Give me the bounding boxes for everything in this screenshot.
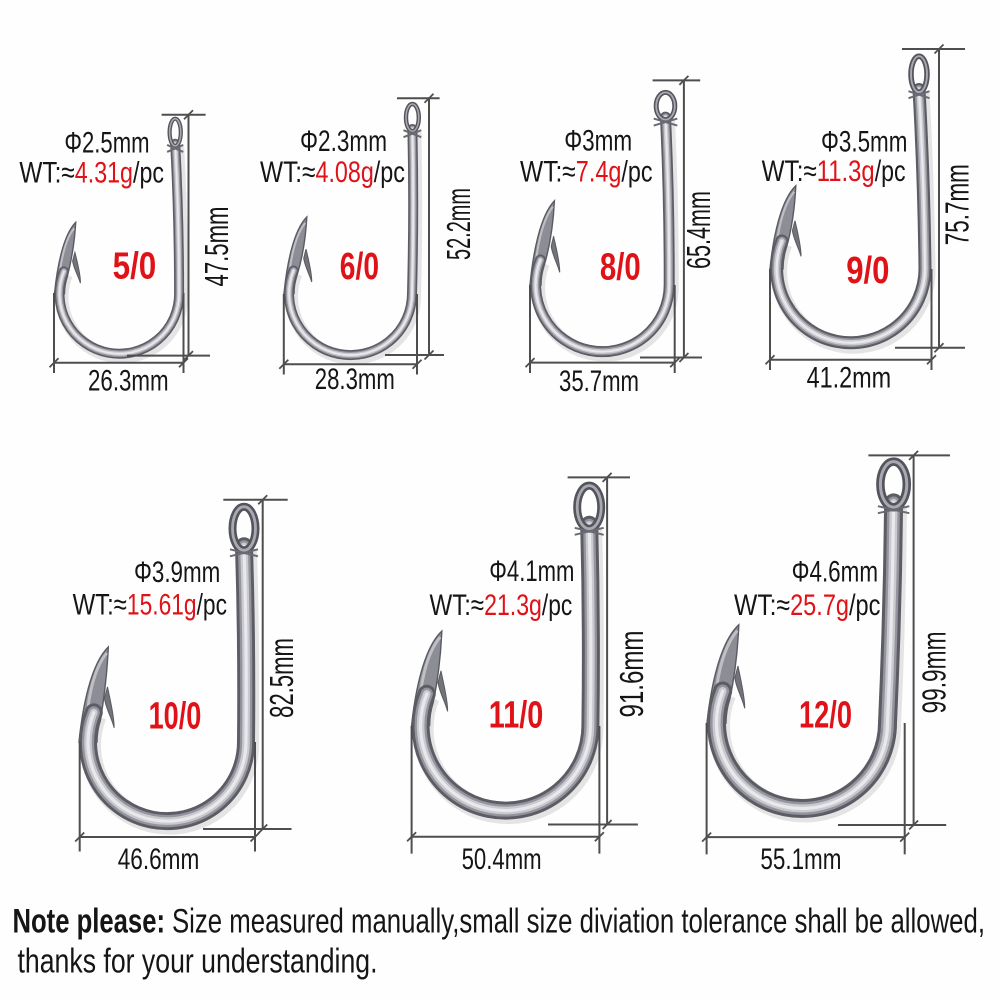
svg-text:4.08g: 4.08g [316,156,374,189]
svg-text:41.2mm: 41.2mm [807,362,892,395]
svg-text:12/0: 12/0 [799,695,852,737]
svg-text:99.9mm: 99.9mm [916,632,953,714]
svg-text:WT:≈: WT:≈ [762,155,817,188]
svg-text:WT:≈: WT:≈ [520,156,576,189]
svg-text:82.5mm: 82.5mm [263,638,300,718]
svg-text:/pc: /pc [542,589,572,622]
svg-text:Φ4.1mm: Φ4.1mm [489,555,574,588]
svg-text:25.7g: 25.7g [790,589,849,622]
svg-text:35.7mm: 35.7mm [559,365,639,398]
svg-text:11/0: 11/0 [489,694,544,736]
svg-text:WT:≈: WT:≈ [19,157,74,190]
svg-text:75.7mm: 75.7mm [939,164,976,245]
svg-text:8/0: 8/0 [600,246,641,288]
svg-text:/pc: /pc [374,156,405,189]
svg-text:WT:≈: WT:≈ [260,156,316,189]
svg-text:Φ3.5mm: Φ3.5mm [821,126,907,159]
svg-text:WT:≈: WT:≈ [430,589,485,622]
svg-text:WT:≈: WT:≈ [734,589,790,622]
svg-text:91.6mm: 91.6mm [613,631,650,718]
svg-text:15.61g: 15.61g [127,589,197,622]
svg-text:11.3g: 11.3g [817,155,875,188]
svg-text:/pc: /pc [133,157,164,190]
svg-text:/pc: /pc [197,589,227,622]
svg-text:Size measured manually,small s: Size measured manually,small size diviat… [172,903,985,941]
svg-text:/pc: /pc [621,156,652,189]
svg-text:28.3mm: 28.3mm [315,363,395,396]
svg-text:7.4g: 7.4g [576,156,622,189]
svg-text:/pc: /pc [875,155,906,188]
svg-text:5/0: 5/0 [113,246,157,288]
svg-text:4.31g: 4.31g [75,157,133,190]
svg-text:47.5mm: 47.5mm [198,207,235,287]
svg-text:21.3g: 21.3g [484,589,542,622]
svg-text:50.4mm: 50.4mm [462,843,542,876]
svg-text:Φ3mm: Φ3mm [564,125,632,158]
svg-text:52.2mm: 52.2mm [440,188,477,260]
svg-text:9/0: 9/0 [846,250,889,292]
svg-text:10/0: 10/0 [149,696,202,738]
svg-text:65.4mm: 65.4mm [680,191,717,269]
svg-text:thanks for your understanding.: thanks for your understanding. [18,943,378,981]
svg-text:Φ2.3mm: Φ2.3mm [300,125,387,158]
svg-text:26.3mm: 26.3mm [88,364,169,397]
svg-text:6/0: 6/0 [340,246,379,288]
svg-text:Note please:: Note please: [13,903,166,941]
svg-text:55.1mm: 55.1mm [760,843,841,876]
svg-text:Φ3.9mm: Φ3.9mm [134,556,220,589]
svg-text:/pc: /pc [849,589,880,622]
svg-text:Φ2.5mm: Φ2.5mm [64,127,149,160]
svg-text:WT:≈: WT:≈ [73,589,127,622]
svg-text:46.6mm: 46.6mm [118,843,200,876]
svg-text:Φ4.6mm: Φ4.6mm [792,556,878,589]
